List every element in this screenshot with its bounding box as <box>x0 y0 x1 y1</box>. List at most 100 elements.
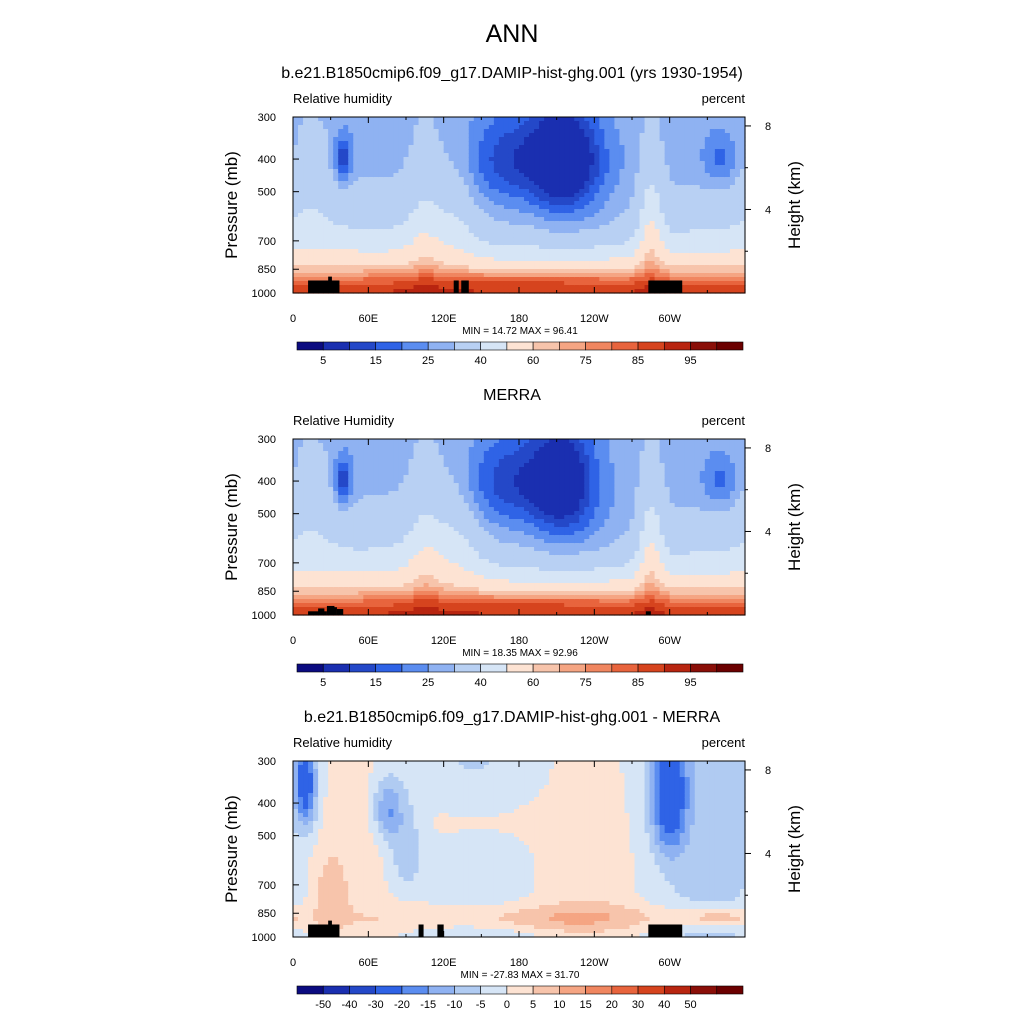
heatmap-cell <box>298 125 304 130</box>
heatmap-cell <box>589 253 595 258</box>
heatmap-cell <box>293 257 299 262</box>
heatmap-cell <box>534 249 540 254</box>
heatmap-cell <box>544 157 550 162</box>
heatmap-cell <box>333 193 339 198</box>
heatmap-cell <box>564 261 570 266</box>
heatmap-cell <box>734 213 741 218</box>
heatmap-cell <box>483 201 490 206</box>
heatmap-cell <box>488 221 495 226</box>
heatmap-cell <box>564 201 570 206</box>
heatmap-cell <box>318 507 324 512</box>
heatmap-cell <box>539 289 545 294</box>
heatmap-cell <box>388 479 395 484</box>
heatmap-cell <box>333 487 339 492</box>
heatmap-cell <box>734 253 741 258</box>
heatmap-cell <box>318 261 324 266</box>
heatmap-cell <box>368 257 374 262</box>
heatmap-cell <box>328 233 334 238</box>
heatmap-cell <box>358 555 364 560</box>
heatmap-cell <box>428 221 435 226</box>
heatmap-cell <box>664 233 671 238</box>
heatmap-cell <box>348 133 354 138</box>
heatmap-cell <box>303 129 309 134</box>
heatmap-cell <box>569 237 575 242</box>
heatmap-cell <box>343 153 349 158</box>
heatmap-cell <box>473 261 480 266</box>
heatmap-cell <box>293 507 299 512</box>
heatmap-cell <box>358 157 364 162</box>
heatmap-cell <box>659 253 666 258</box>
heatmap-cell <box>584 197 590 202</box>
heatmap-cell <box>303 145 309 150</box>
heatmap-cell <box>323 209 329 214</box>
heatmap-cell <box>333 503 339 508</box>
heatmap-cell <box>413 153 420 158</box>
heatmap-cell <box>614 161 621 166</box>
heatmap-cell <box>343 185 349 190</box>
heatmap-cell <box>443 129 450 134</box>
heatmap-cell <box>343 213 349 218</box>
heatmap-cell <box>298 285 304 290</box>
heatmap-cell <box>644 265 651 270</box>
heatmap-cell <box>303 463 309 468</box>
heatmap-cell <box>323 165 329 170</box>
heatmap-cell <box>388 467 395 472</box>
heatmap-cell <box>323 157 329 162</box>
heatmap-cell <box>393 177 400 182</box>
heatmap-cell <box>378 507 384 512</box>
heatmap-cell <box>709 233 716 238</box>
heatmap-cell <box>634 289 641 294</box>
heatmap-cell <box>458 157 465 162</box>
heatmap-cell <box>318 559 324 564</box>
heatmap-cell <box>348 269 354 274</box>
heatmap-cell <box>393 273 400 278</box>
heatmap-cell <box>634 221 641 226</box>
heatmap-cell <box>393 587 400 592</box>
heatmap-cell <box>503 269 510 274</box>
heatmap-cell <box>529 193 535 198</box>
heatmap-cell <box>699 137 706 142</box>
heatmap-cell <box>318 563 324 568</box>
heatmap-cell <box>293 281 299 286</box>
heatmap-cell <box>393 133 400 138</box>
heatmap-cell <box>383 479 390 484</box>
heatmap-cell <box>373 265 379 270</box>
heatmap-cell <box>373 201 379 206</box>
heatmap-cell <box>363 189 369 194</box>
heatmap-cell <box>403 265 410 270</box>
heatmap-cell <box>313 483 319 488</box>
heatmap-cell <box>699 285 706 290</box>
heatmap-cell <box>704 185 711 190</box>
heatmap-cell <box>383 483 390 488</box>
heatmap-cell <box>293 193 299 198</box>
heatmap-cell <box>363 181 369 186</box>
heatmap-cell <box>298 225 304 230</box>
heatmap-cell <box>408 173 415 178</box>
heatmap-cell <box>649 165 656 170</box>
heatmap-cell <box>333 583 339 588</box>
heatmap-cell <box>423 201 430 206</box>
heatmap-cell <box>709 269 716 274</box>
heatmap-cell <box>298 249 304 254</box>
heatmap-cell <box>574 153 580 158</box>
heatmap-cell <box>393 511 400 516</box>
heatmap-cell <box>559 249 565 254</box>
heatmap-cell <box>313 145 319 150</box>
heatmap-cell <box>403 177 410 182</box>
heatmap-cell <box>398 221 405 226</box>
heatmap-cell <box>378 531 384 536</box>
heatmap-cell <box>544 257 550 262</box>
heatmap-cell <box>559 209 565 214</box>
heatmap-cell <box>328 451 334 456</box>
heatmap-cell <box>644 221 651 226</box>
heatmap-cell <box>393 173 400 178</box>
heatmap-cell <box>333 479 339 484</box>
heatmap-cell <box>318 265 324 270</box>
heatmap-cell <box>338 467 344 472</box>
heatmap-cell <box>338 121 344 126</box>
heatmap-cell <box>634 149 641 154</box>
heatmap-cell <box>529 265 535 270</box>
heatmap-cell <box>308 161 314 166</box>
heatmap-cell <box>293 197 299 202</box>
heatmap-cell <box>579 241 585 246</box>
